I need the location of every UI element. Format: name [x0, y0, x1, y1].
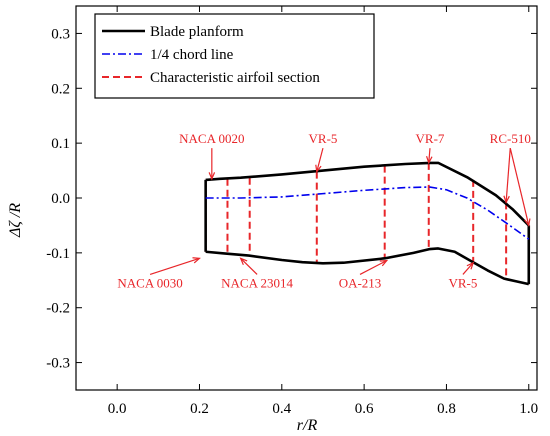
legend-label-quarter-chord: 1/4 chord line [150, 47, 234, 63]
y-tick-label: 0.1 [51, 136, 70, 152]
legend-label-blade-planform: Blade planform [150, 24, 244, 40]
annotation-arrow-head [239, 257, 248, 266]
annotation-arrow-head [192, 257, 201, 264]
annotation-label: RC-510 [490, 131, 531, 146]
annotation-arrow-head [208, 172, 216, 181]
annotation-arrow-line [428, 148, 431, 163]
annotation-arrow-head [315, 164, 322, 174]
annotation-label: VR-5 [309, 131, 338, 146]
plot-area: NACA 0020 VR-5 VR-7 RC-510 NACA 0030 NACA 230… [117, 131, 530, 290]
annotation-arrow-head [503, 195, 510, 204]
annotation-label: NACA 23014 [221, 275, 293, 290]
annotation-arrow-head [379, 259, 389, 267]
annotation-label: OA-213 [339, 275, 382, 290]
annotation-label: VR-7 [416, 131, 445, 146]
blade-planform-upper-edge [205, 161, 530, 227]
annotation-arrow-head [466, 261, 475, 270]
x-tick-label: 0.8 [437, 401, 456, 417]
legend: Blade planform 1/4 chord line Characteri… [94, 13, 375, 99]
annotation-arrow-line [240, 257, 258, 275]
y-tick-label: 0.2 [51, 81, 70, 97]
annotation-arrow-line [462, 262, 474, 275]
annotation-arrow-line [316, 147, 324, 172]
y-tick-label: -0.3 [46, 356, 70, 372]
annotation-arrow-head [425, 156, 433, 165]
legend-box [94, 13, 375, 99]
x-tick-label: 0.4 [272, 401, 291, 417]
x-tick-label: 0.2 [190, 401, 209, 417]
y-tick-label: -0.1 [46, 246, 70, 262]
blade-planform-lower-edge [205, 247, 530, 286]
y-axis-label: Δζ /R [7, 203, 24, 238]
x-tick-label: 0.0 [108, 401, 127, 417]
legend-label-airfoil-section: Characteristic airfoil section [150, 70, 320, 86]
annotation-label: NACA 0030 [117, 275, 182, 290]
x-axis-label: r/R [297, 417, 318, 434]
annotation-arrow-head [524, 218, 531, 227]
x-tick-label: 0.6 [355, 401, 374, 417]
annotation-arrow-line [505, 148, 511, 203]
annotation-label: VR-5 [448, 275, 477, 290]
annotation-arrow-line [359, 260, 388, 275]
x-tick-label: 1.0 [519, 401, 538, 417]
annotation-arrow-line [509, 148, 530, 226]
annotation-label: NACA 0020 [179, 131, 244, 146]
quarter-chord-line [205, 186, 530, 240]
annotation-arrow-line [149, 257, 200, 275]
y-tick-label: 0.3 [51, 26, 70, 42]
y-tick-label: -0.2 [46, 301, 70, 317]
y-tick-label: 0.0 [51, 191, 70, 207]
axes: 0.0 0.2 0.4 0.6 0.8 1.0 0.3 0.2 0.1 0.0 -0.1 -0.2 -0… [46, 5, 538, 417]
